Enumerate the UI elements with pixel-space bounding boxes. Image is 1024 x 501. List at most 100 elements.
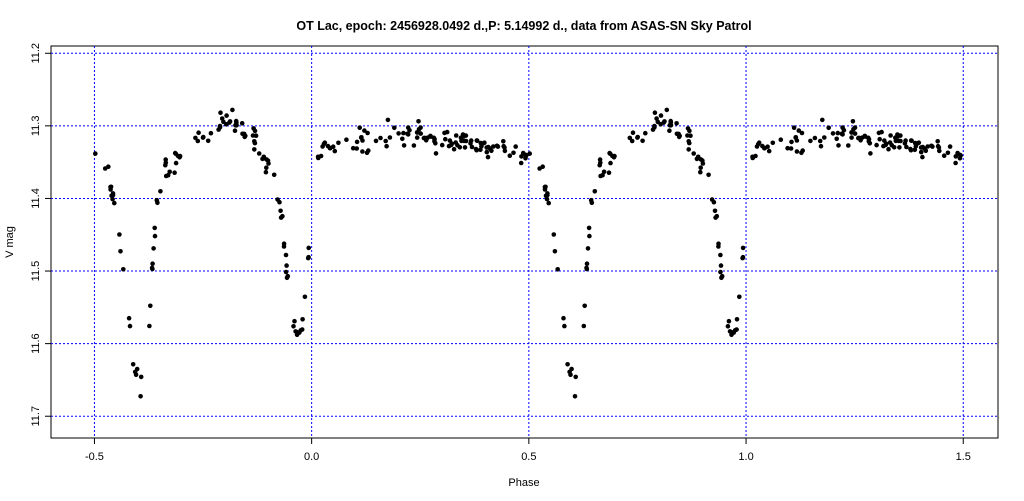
data-point [612, 153, 617, 159]
data-point [117, 232, 122, 237]
x-axis-label: Phase [508, 477, 539, 489]
data-point [627, 135, 633, 141]
data-point [421, 135, 427, 141]
data-point [935, 139, 940, 144]
data-point [834, 136, 839, 142]
data-point [888, 133, 893, 138]
data-point [794, 149, 800, 154]
data-point [297, 330, 302, 335]
data-point [849, 135, 854, 140]
data-point [835, 130, 841, 136]
data-point [256, 151, 262, 156]
data-point [552, 249, 558, 254]
data-point [252, 147, 257, 152]
data-point [385, 117, 391, 123]
data-point [447, 138, 453, 143]
data-point [283, 269, 289, 275]
data-point [217, 125, 223, 130]
data-point [904, 144, 909, 150]
data-point [527, 151, 532, 156]
data-point [362, 128, 367, 133]
data-point [877, 136, 882, 142]
data-point [102, 166, 108, 171]
data-point [230, 107, 235, 113]
data-point [941, 153, 947, 158]
data-point [193, 135, 198, 141]
data-point [573, 374, 578, 380]
data-point [218, 110, 223, 115]
data-point [173, 160, 179, 166]
data-point [586, 225, 592, 231]
data-point [360, 149, 365, 154]
data-point [495, 144, 501, 149]
data-point [727, 329, 733, 334]
data-point [799, 130, 805, 136]
data-point [652, 125, 657, 130]
data-point [373, 138, 379, 144]
data-point [664, 107, 670, 113]
data-point [263, 169, 269, 175]
data-point [762, 145, 767, 151]
data-point [260, 156, 265, 162]
data-point [473, 146, 479, 152]
data-point [850, 119, 856, 124]
grid [51, 46, 998, 438]
data-point [601, 169, 607, 175]
data-point [252, 140, 258, 146]
data-point [418, 131, 424, 136]
data-point [264, 165, 269, 170]
data-point [955, 150, 960, 156]
data-point [378, 135, 383, 141]
data-point [597, 162, 602, 168]
data-point [109, 193, 114, 199]
data-point [523, 156, 528, 161]
data-point [953, 160, 958, 166]
data-point [432, 138, 437, 144]
data-point [925, 144, 930, 149]
data-point [706, 172, 711, 178]
data-point [148, 303, 153, 309]
data-point [668, 120, 674, 125]
data-point [428, 133, 433, 139]
data-point [794, 138, 800, 143]
data-point [271, 172, 277, 178]
data-point [582, 303, 587, 309]
data-point [581, 323, 587, 329]
data-point [365, 130, 370, 136]
data-point [898, 138, 903, 144]
data-point [820, 117, 825, 123]
data-point [502, 148, 508, 154]
data-point [150, 266, 155, 272]
data-point [546, 200, 551, 206]
data-point [291, 324, 296, 329]
data-point [852, 131, 858, 136]
data-point [568, 372, 573, 378]
data-point [507, 153, 513, 158]
data-point [587, 233, 592, 239]
data-point [133, 372, 139, 378]
data-point [242, 134, 247, 140]
data-point [584, 266, 590, 272]
data-point [302, 294, 308, 300]
data-point [208, 130, 214, 136]
data-point [108, 184, 113, 190]
data-point [306, 245, 312, 251]
data-point [518, 160, 524, 166]
data-points [93, 107, 963, 399]
data-point [654, 116, 659, 121]
data-point [357, 125, 363, 130]
data-point [718, 263, 724, 268]
data-point [572, 394, 578, 399]
data-point [937, 148, 942, 154]
data-point [713, 215, 718, 220]
data-point [486, 144, 491, 150]
data-point [716, 244, 721, 249]
data-point [694, 156, 700, 162]
data-point [658, 122, 663, 127]
data-point [439, 142, 445, 148]
x-axis: -0.5 0.0 0.5 1.0 1.5 [85, 438, 971, 463]
data-point [442, 130, 447, 136]
data-point [451, 146, 457, 152]
data-point [232, 128, 238, 133]
plot-frame [50, 45, 999, 439]
